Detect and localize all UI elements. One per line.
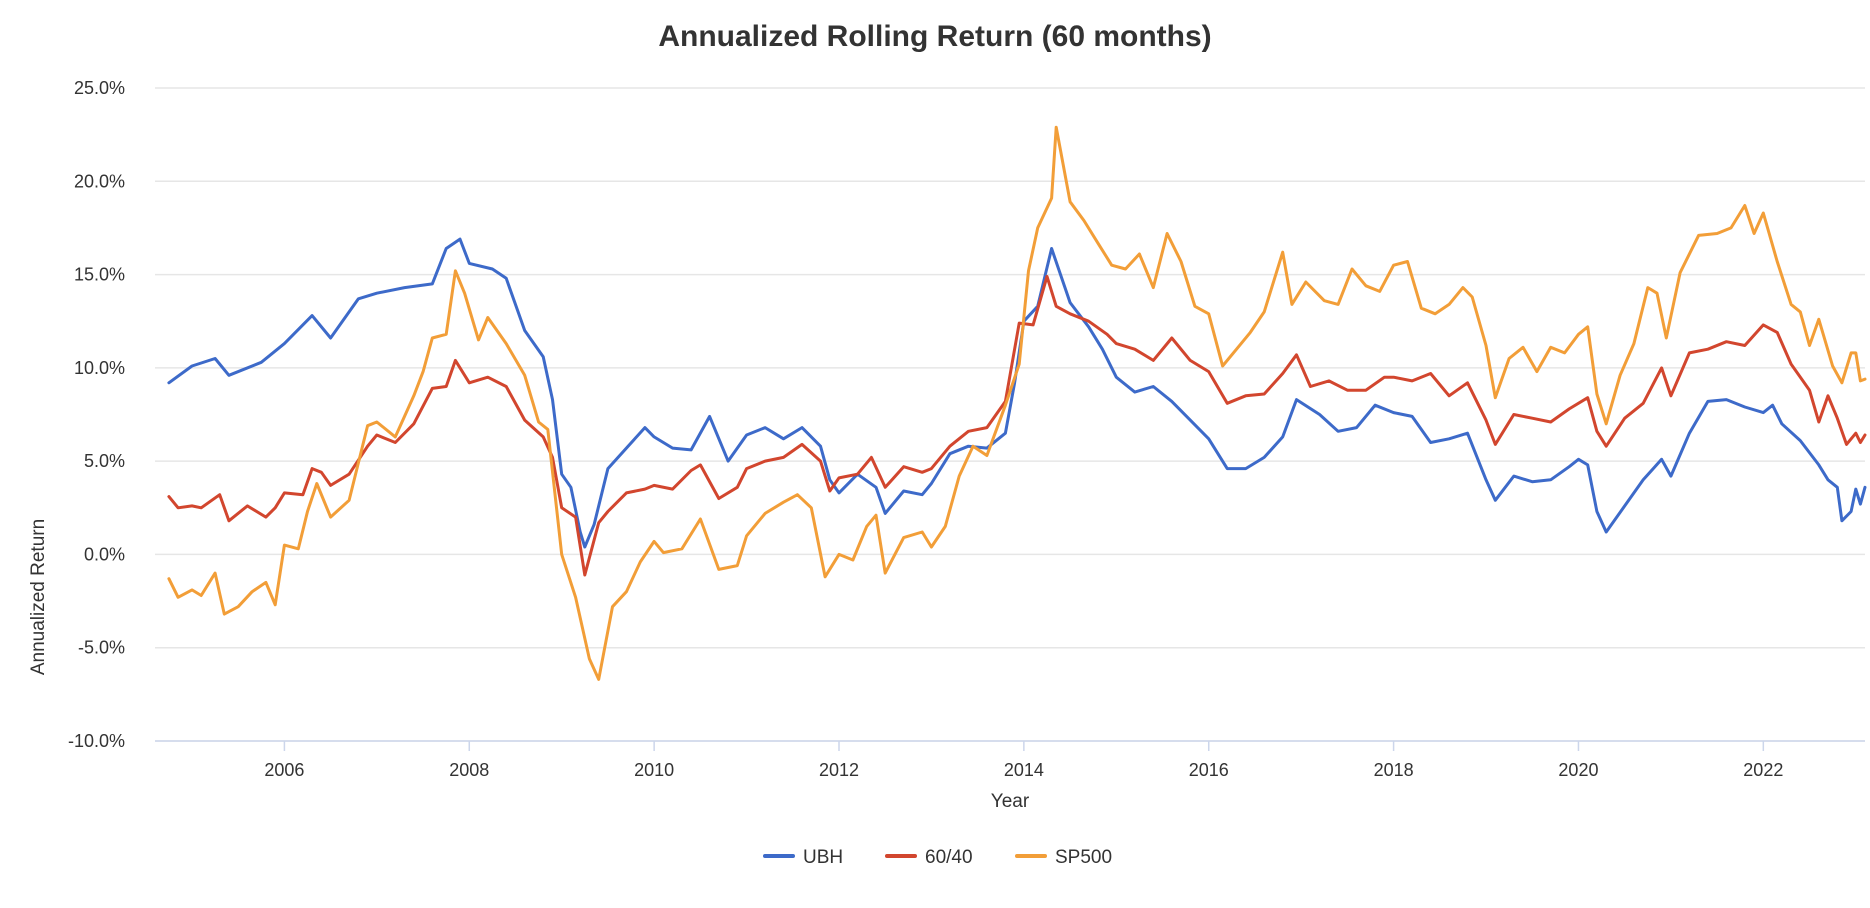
legend-label: UBH	[803, 847, 843, 868]
series-line-sp500	[167, 125, 1867, 681]
x-axis-ticks: 2006 2008 2010 2012 2014 2016 2018 2020 2022	[264, 741, 1783, 780]
y-tick-label: 5.0%	[84, 451, 125, 471]
legend-item-60-40[interactable]: 60/40	[885, 847, 973, 868]
y-tick-label: 25.0%	[74, 78, 125, 98]
legend-label: SP500	[1055, 847, 1112, 868]
x-tick-label: 2012	[819, 760, 859, 780]
x-axis-title: Year	[991, 791, 1030, 812]
series-lines	[167, 125, 1867, 681]
y-tick-label: -5.0%	[78, 638, 125, 658]
legend: UBH 60/40 SP500	[763, 847, 1112, 868]
x-tick-label: 2020	[1558, 760, 1598, 780]
y-tick-label: 20.0%	[74, 171, 125, 191]
y-axis-title: Annualized Return	[28, 519, 49, 675]
legend-item-ubh[interactable]: UBH	[763, 847, 843, 868]
legend-label: 60/40	[925, 847, 973, 868]
y-tick-label: -10.0%	[68, 731, 125, 751]
x-tick-label: 2008	[449, 760, 489, 780]
x-tick-label: 2006	[264, 760, 304, 780]
x-tick-label: 2022	[1743, 760, 1783, 780]
series-line-60-40	[167, 274, 1867, 577]
x-tick-label: 2010	[634, 760, 674, 780]
series-line-ubh	[167, 237, 1867, 549]
y-tick-label: 15.0%	[74, 265, 125, 285]
x-tick-label: 2014	[1004, 760, 1044, 780]
gridlines	[155, 87, 1865, 742]
legend-item-sp500[interactable]: SP500	[1015, 847, 1112, 868]
chart-title: Annualized Rolling Return (60 months)	[658, 20, 1211, 53]
y-tick-label: 10.0%	[74, 358, 125, 378]
y-tick-label: 0.0%	[84, 544, 125, 564]
x-tick-label: 2018	[1374, 760, 1414, 780]
y-axis-ticks: 25.0% 20.0% 15.0% 10.0% 5.0% 0.0% -5.0% -10.0%	[68, 78, 125, 751]
x-tick-label: 2016	[1189, 760, 1229, 780]
